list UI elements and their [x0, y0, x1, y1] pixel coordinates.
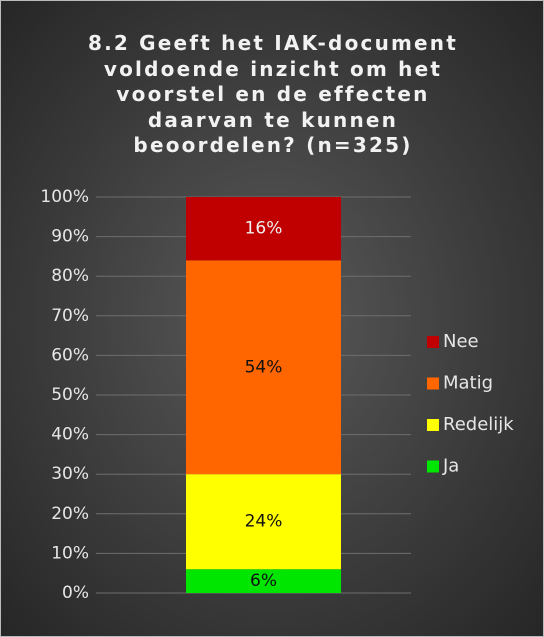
legend-swatch	[427, 460, 439, 473]
y-tick-label: 60%	[51, 345, 89, 365]
y-tick-label: 80%	[51, 266, 89, 286]
data-label: 16%	[245, 219, 283, 239]
legend-swatch	[427, 377, 439, 390]
y-tick-label: 30%	[51, 464, 89, 484]
data-label: 6%	[250, 571, 277, 591]
bar-segment	[186, 197, 341, 261]
legend-label: Nee	[443, 331, 479, 352]
y-tick-label: 10%	[51, 543, 89, 563]
legend-label: Matig	[443, 373, 493, 394]
data-label: 54%	[245, 357, 283, 377]
legend-swatch	[427, 419, 439, 431]
bar-segment	[186, 260, 341, 475]
chart-title: 8.2 Geeft het IAK-document voldoende inz…	[87, 31, 459, 157]
y-tick-label: 0%	[62, 583, 89, 603]
y-tick-label: 70%	[51, 306, 89, 326]
bar-segment	[186, 569, 341, 593]
y-tick-label: 50%	[51, 385, 89, 405]
legend-label: Ja	[442, 456, 459, 477]
y-tick-label: 20%	[51, 504, 89, 524]
y-tick-label: 100%	[40, 187, 89, 207]
bar-segment	[186, 474, 341, 570]
data-label: 24%	[245, 512, 283, 532]
legend-label: Redelijk	[443, 414, 514, 435]
y-tick-label: 90%	[51, 227, 89, 247]
y-tick-label: 40%	[51, 425, 89, 445]
legend-swatch	[427, 336, 439, 348]
